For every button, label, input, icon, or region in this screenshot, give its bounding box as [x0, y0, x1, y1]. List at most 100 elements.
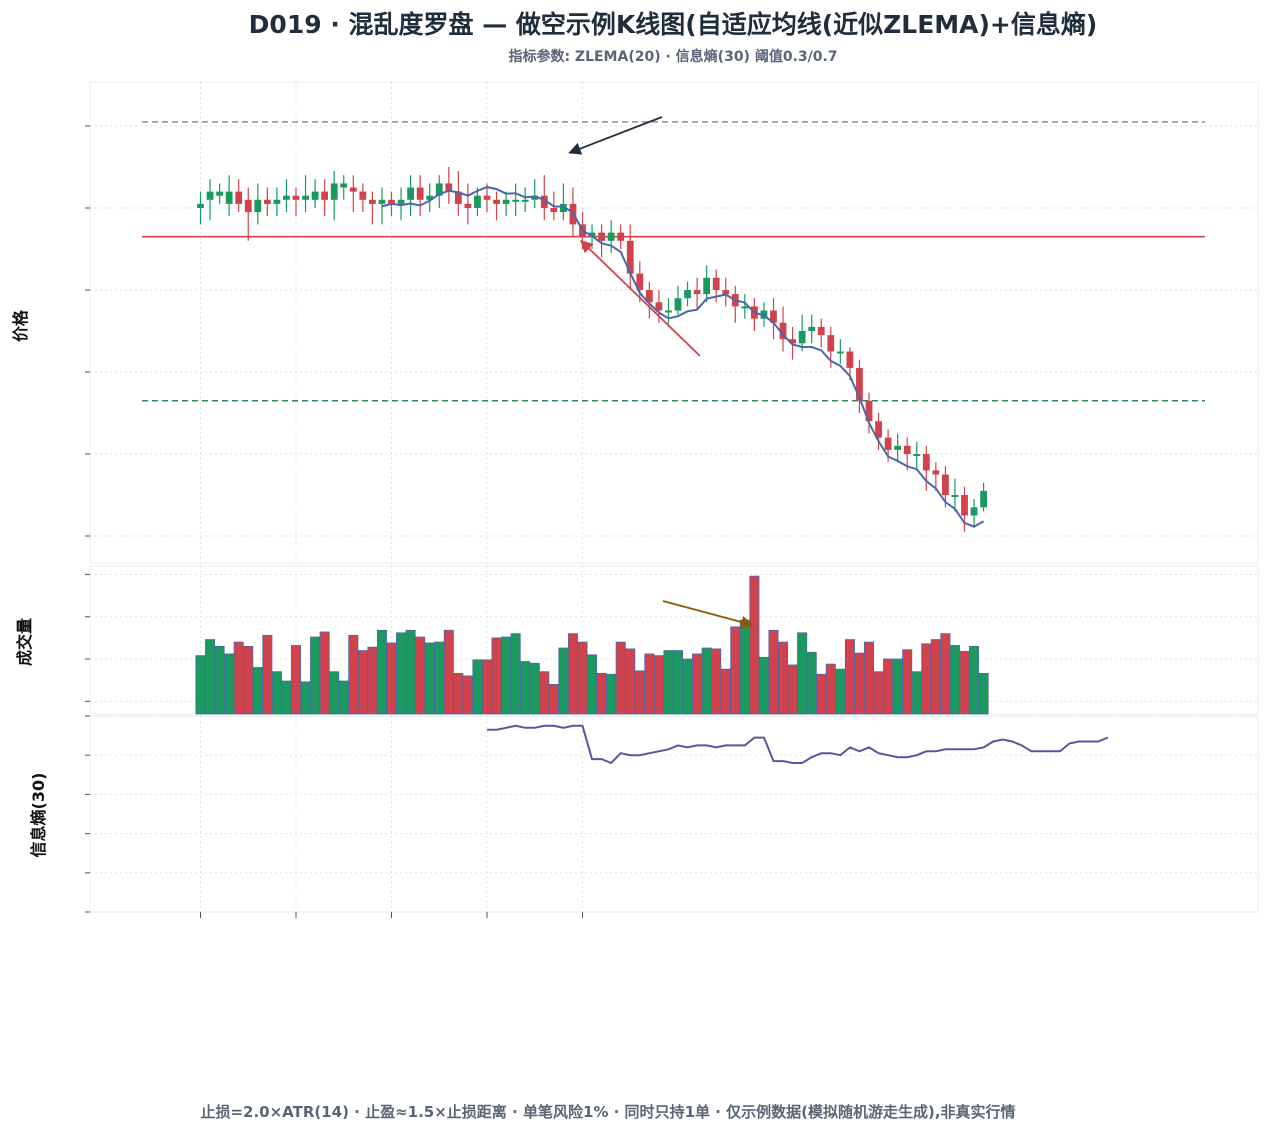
candle-body	[369, 199, 376, 204]
candle-body	[493, 199, 500, 204]
volume-bar	[634, 670, 645, 715]
volume-bar	[883, 658, 894, 715]
volume-bar	[816, 673, 827, 715]
volume-bar	[481, 659, 492, 715]
volume-axis-label: 成交量	[15, 618, 34, 666]
volume-bar	[587, 654, 598, 715]
annotation-arrow	[662, 600, 754, 629]
candle-body	[330, 183, 338, 200]
volume-bar	[940, 633, 951, 715]
candle-body	[932, 470, 940, 475]
candle-body	[340, 183, 348, 188]
volume-bar	[673, 650, 684, 715]
volume-bar	[902, 649, 913, 715]
candle-body	[636, 273, 644, 290]
volume-bar	[539, 671, 550, 715]
candle-body	[531, 195, 539, 200]
volume-bar	[787, 664, 798, 715]
volume-bar	[376, 629, 387, 715]
candle-body	[397, 199, 405, 204]
candle-body	[283, 195, 290, 200]
candle-body	[970, 507, 978, 516]
candle-body	[836, 351, 844, 354]
candle-body	[665, 310, 672, 313]
candle-body	[598, 232, 605, 241]
candle-body	[913, 454, 921, 456]
volume-bar	[548, 684, 559, 715]
volume-bar	[797, 632, 808, 715]
candle-body	[407, 187, 414, 200]
candle-body	[216, 191, 223, 196]
candle-body	[388, 199, 395, 204]
volume-bar	[768, 629, 779, 715]
volume-bar	[338, 680, 349, 715]
candle-body	[856, 367, 863, 401]
volume-bar	[596, 673, 607, 715]
volume-bar	[214, 645, 225, 715]
volume-bar	[825, 663, 836, 715]
candle-body	[741, 306, 749, 309]
candle-body	[550, 208, 558, 213]
volume-bar	[701, 647, 712, 715]
entropy-panel	[85, 715, 1259, 913]
volume-bar	[252, 667, 263, 715]
candle-body	[235, 191, 243, 204]
candle-body	[942, 474, 949, 495]
volume-bar	[835, 668, 846, 715]
volume-bar	[357, 650, 368, 715]
volume-bar	[625, 648, 636, 715]
x-axis	[200, 912, 583, 918]
volume-panel	[85, 565, 1259, 715]
volume-bar	[443, 629, 454, 715]
price-axis-label: 价格	[11, 309, 30, 342]
volume-bar	[405, 629, 416, 715]
candle-body	[980, 490, 987, 508]
candle-body	[560, 203, 567, 213]
candle-body	[951, 495, 959, 497]
ma-line	[381, 186, 985, 528]
volume-bar	[367, 646, 378, 715]
candle-body	[378, 199, 386, 204]
candle-body	[416, 187, 424, 200]
candle-body	[617, 232, 625, 241]
candle-body	[808, 326, 816, 331]
volume-bar	[873, 671, 884, 715]
volume-bar	[949, 645, 960, 715]
volume-bar	[529, 662, 540, 715]
volume-bar	[520, 661, 531, 715]
candle-body	[454, 191, 462, 204]
volume-bar	[453, 673, 464, 715]
candle-body	[961, 495, 968, 516]
volume-bar	[911, 671, 922, 715]
candle-body	[521, 199, 529, 202]
candle-body	[684, 290, 691, 299]
volume-bar	[959, 651, 970, 715]
volume-bar	[281, 680, 292, 715]
candle-body	[903, 445, 911, 454]
candle-body	[645, 290, 653, 303]
volume-bar	[501, 636, 512, 715]
candle-body	[922, 454, 930, 471]
candle-body	[703, 277, 711, 295]
volume-bar	[310, 636, 321, 715]
candle-body	[302, 195, 309, 200]
candle-body	[789, 339, 796, 344]
volume-bar	[730, 626, 741, 715]
volume-bar	[758, 656, 769, 715]
candle-body	[225, 191, 233, 204]
annotation-arrow	[580, 239, 701, 357]
volume-bar	[434, 641, 445, 715]
volume-bar	[806, 651, 817, 715]
candle-body	[674, 298, 682, 311]
volume-bar	[290, 645, 301, 715]
volume-bar	[644, 653, 655, 715]
candle-body	[770, 310, 777, 323]
candle-body	[875, 421, 882, 438]
volume-bar	[424, 642, 435, 715]
chart-title: D019 · 混乱度罗盘 — 做空示例K线图(自适应均线(近似ZLEMA)+信息…	[249, 10, 1098, 39]
volume-bar	[739, 619, 750, 715]
candle-body	[655, 302, 663, 311]
candle-body	[540, 195, 548, 208]
candle-body	[445, 183, 453, 192]
